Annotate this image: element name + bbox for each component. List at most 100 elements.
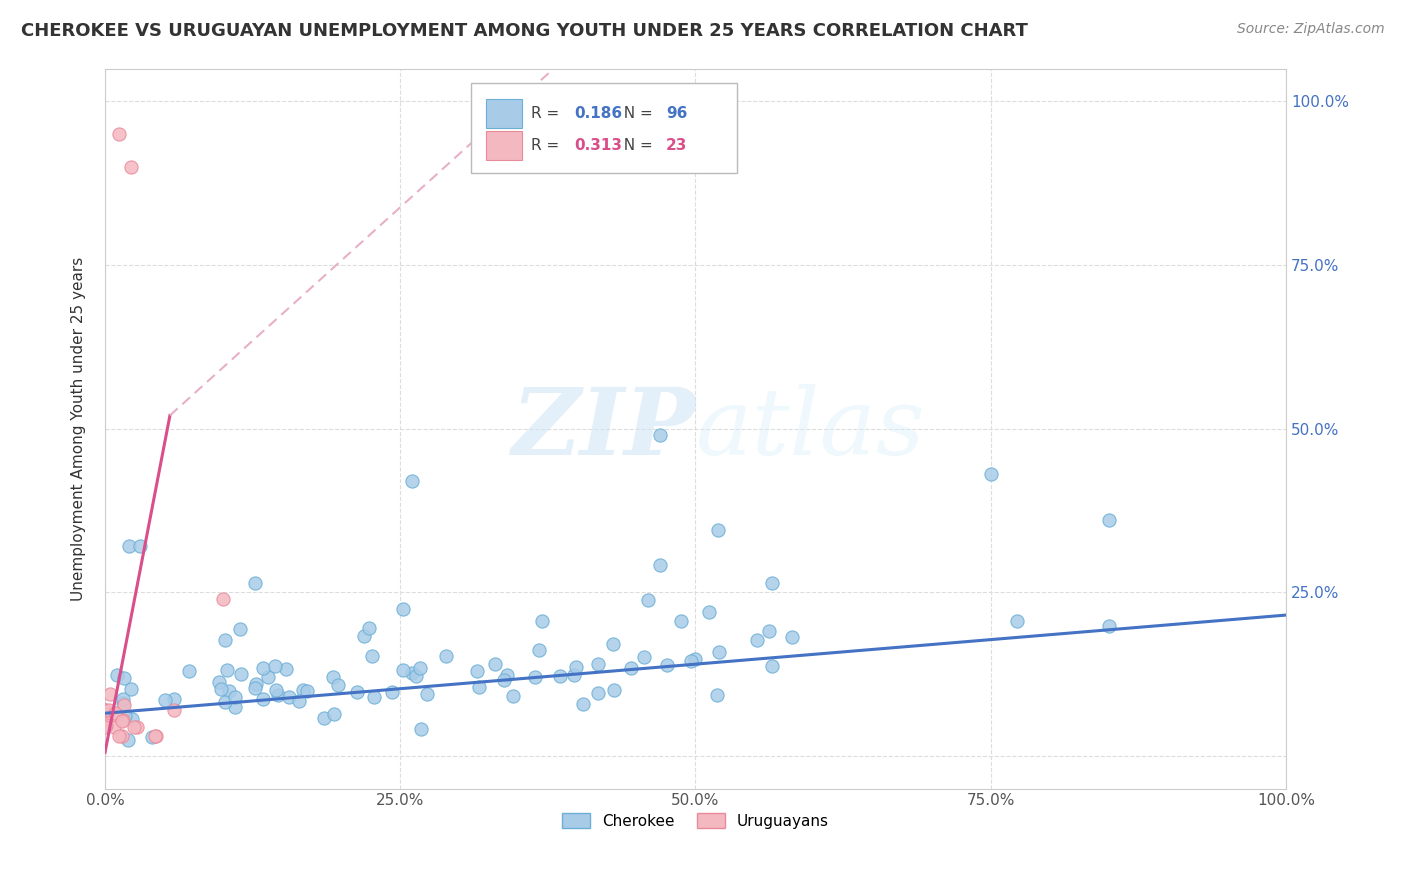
- Point: [103, 720, 125, 734]
- Point: [633, 649, 655, 664]
- Point: [565, 660, 588, 674]
- Text: N =: N =: [614, 138, 658, 153]
- Text: R =: R =: [531, 106, 564, 121]
- Point: [141, 730, 163, 744]
- FancyBboxPatch shape: [471, 83, 737, 173]
- Point: [562, 668, 585, 682]
- Point: [980, 467, 1002, 482]
- Point: [699, 606, 721, 620]
- Text: ZIP: ZIP: [512, 384, 696, 474]
- Point: [209, 681, 232, 696]
- Point: [530, 614, 553, 628]
- Point: [127, 720, 149, 734]
- Point: [252, 661, 274, 675]
- Point: [409, 722, 432, 736]
- Point: [266, 682, 288, 697]
- Point: [104, 706, 127, 720]
- Point: [276, 662, 298, 676]
- Point: [104, 707, 127, 722]
- Point: [496, 668, 519, 682]
- Text: N =: N =: [614, 106, 658, 121]
- Point: [129, 539, 152, 553]
- Point: [94, 718, 117, 732]
- Point: [98, 687, 121, 701]
- Point: [245, 676, 267, 690]
- Text: 0.313: 0.313: [574, 138, 621, 153]
- Point: [326, 678, 349, 692]
- Point: [224, 700, 246, 714]
- Point: [145, 729, 167, 743]
- Point: [683, 651, 706, 665]
- Point: [401, 474, 423, 488]
- Point: [468, 680, 491, 694]
- Point: [111, 714, 134, 728]
- Point: [392, 601, 415, 615]
- FancyBboxPatch shape: [486, 131, 522, 160]
- Point: [745, 632, 768, 647]
- Point: [98, 703, 121, 717]
- Y-axis label: Unemployment Among Youth under 25 years: Unemployment Among Youth under 25 years: [72, 256, 86, 600]
- Point: [214, 695, 236, 709]
- Point: [291, 683, 314, 698]
- Point: [405, 669, 427, 683]
- Point: [637, 592, 659, 607]
- Point: [155, 692, 177, 706]
- Point: [620, 661, 643, 675]
- Point: [257, 670, 280, 684]
- Point: [277, 690, 299, 704]
- Text: 23: 23: [666, 138, 688, 153]
- Point: [117, 539, 139, 553]
- Point: [502, 689, 524, 703]
- Point: [217, 663, 239, 677]
- Point: [163, 703, 186, 717]
- Point: [603, 683, 626, 698]
- Point: [264, 659, 287, 673]
- Point: [108, 127, 131, 141]
- Point: [416, 687, 439, 701]
- Point: [267, 689, 290, 703]
- Point: [111, 692, 134, 706]
- Point: [361, 649, 384, 664]
- Point: [1005, 615, 1028, 629]
- Point: [761, 576, 783, 591]
- Point: [602, 637, 624, 651]
- Text: R =: R =: [531, 138, 564, 153]
- Point: [465, 664, 488, 678]
- Point: [761, 659, 783, 673]
- Point: [295, 683, 318, 698]
- Point: [114, 708, 136, 723]
- Point: [586, 657, 609, 672]
- Point: [112, 713, 135, 727]
- Point: [94, 703, 117, 717]
- Point: [392, 663, 415, 677]
- Point: [214, 632, 236, 647]
- Point: [112, 671, 135, 685]
- Point: [655, 658, 678, 673]
- FancyBboxPatch shape: [486, 100, 522, 128]
- Point: [353, 629, 375, 643]
- Point: [111, 729, 134, 743]
- Point: [548, 669, 571, 683]
- Point: [346, 684, 368, 698]
- Point: [121, 713, 143, 727]
- Point: [780, 630, 803, 644]
- Point: [252, 692, 274, 706]
- Point: [709, 645, 731, 659]
- Point: [111, 696, 134, 710]
- Point: [117, 732, 139, 747]
- Point: [494, 673, 516, 687]
- Text: 0.186: 0.186: [574, 106, 621, 121]
- Text: 96: 96: [666, 106, 688, 121]
- Point: [120, 160, 142, 174]
- Point: [208, 675, 231, 690]
- Point: [224, 690, 246, 704]
- Point: [112, 698, 135, 713]
- Point: [105, 668, 128, 682]
- Point: [758, 624, 780, 638]
- Point: [381, 685, 404, 699]
- Point: [706, 524, 728, 538]
- Text: CHEROKEE VS URUGUAYAN UNEMPLOYMENT AMONG YOUTH UNDER 25 YEARS CORRELATION CHART: CHEROKEE VS URUGUAYAN UNEMPLOYMENT AMONG…: [21, 22, 1028, 40]
- Point: [434, 649, 457, 664]
- Point: [1098, 619, 1121, 633]
- Point: [322, 670, 344, 684]
